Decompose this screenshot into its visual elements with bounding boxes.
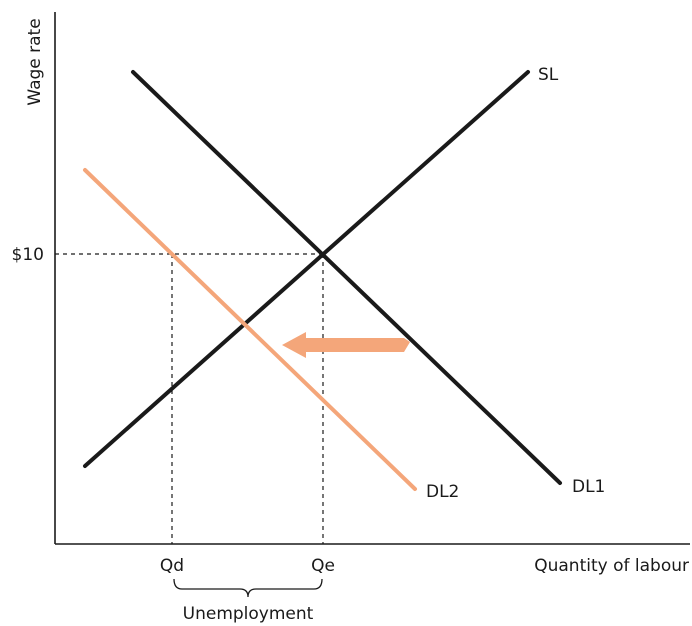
qd-tick-label: Qd (160, 556, 184, 576)
wage-tick-label: $10 (12, 245, 44, 265)
demand-curve-dl2 (83, 168, 417, 491)
demand-curve-dl2-label: DL2 (426, 482, 459, 502)
demand-curve-dl1 (131, 70, 562, 485)
demand-curve-dl1-label: DL1 (572, 477, 605, 497)
supply-curve-sl (83, 70, 530, 468)
x-axis-label: Quantity of labour (534, 556, 689, 576)
supply-curve-label: SL (538, 65, 559, 85)
y-axis-label: Wage rate (25, 18, 45, 105)
unemployment-brace (173, 578, 323, 598)
qe-tick-label: Qe (311, 556, 335, 576)
unemployment-label: Unemployment (183, 604, 314, 624)
demand-shift-arrow (282, 332, 410, 358)
